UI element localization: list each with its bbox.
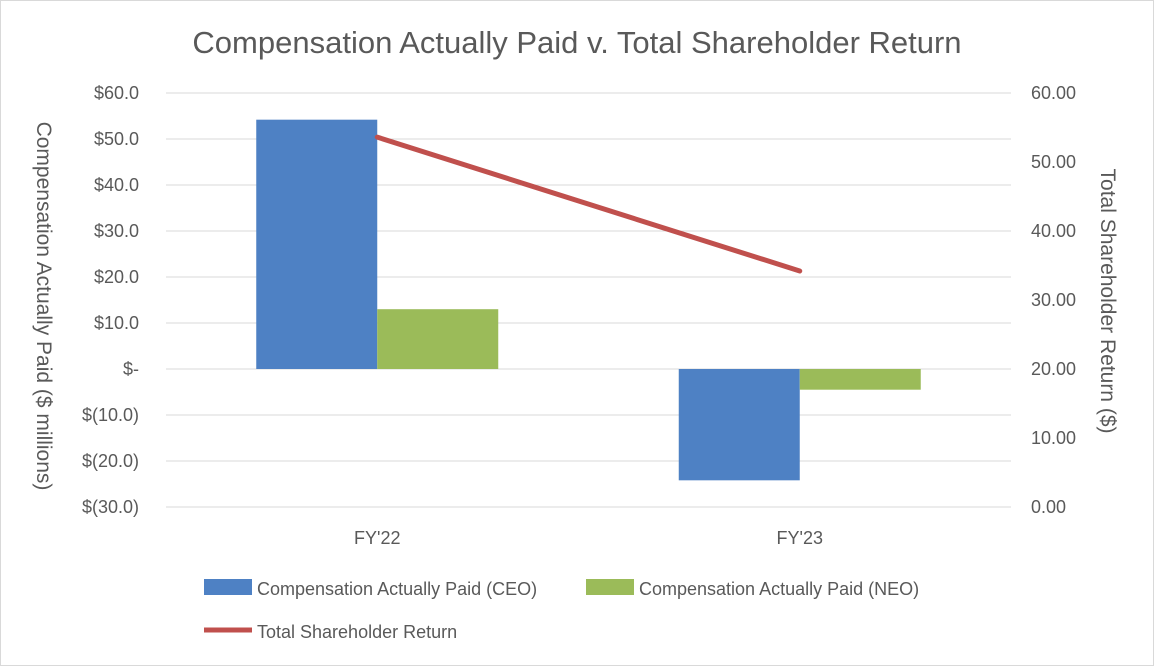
chart-title: Compensation Actually Paid v. Total Shar…: [192, 25, 961, 60]
bar-neo-1: [377, 309, 499, 369]
left-tick-label: $30.0: [94, 221, 139, 241]
bar-neo-2: [799, 369, 921, 390]
left-tick-label: $-: [123, 359, 139, 379]
legend-swatch-ceo: [204, 579, 252, 595]
left-tick-label: $(10.0): [82, 405, 139, 425]
legend: Compensation Actually Paid (CEO) Compens…: [204, 579, 919, 642]
bar-group: [256, 119, 921, 481]
left-tick-label: $20.0: [94, 267, 139, 287]
right-tick-label: 30.00: [1031, 290, 1076, 310]
left-tick-label: $(30.0): [82, 497, 139, 517]
left-tick-label: $10.0: [94, 313, 139, 333]
right-tick-label: 40.00: [1031, 221, 1076, 241]
right-tick-label: 20.00: [1031, 359, 1076, 379]
category-labels: FY'22 FY'23: [354, 528, 823, 548]
legend-label-tsr: Total Shareholder Return: [257, 622, 457, 642]
line-group: [374, 134, 803, 274]
left-tick-label: $50.0: [94, 129, 139, 149]
left-axis-title: Compensation Actually Paid ($ millions): [32, 122, 55, 491]
right-axis-title: Total Shareholder Return ($): [1096, 169, 1119, 434]
legend-swatch-neo: [586, 579, 634, 595]
right-tick-label: 0.00: [1031, 497, 1066, 517]
bar-ceo-2: [678, 369, 800, 481]
left-tick-label: $(20.0): [82, 451, 139, 471]
tsr-line: [374, 134, 803, 274]
bar-ceo-1: [256, 119, 378, 370]
right-axis-ticks: 60.00 50.00 40.00 30.00 20.00 10.00 0.00: [1031, 83, 1076, 517]
right-tick-label: 60.00: [1031, 83, 1076, 103]
legend-label-ceo: Compensation Actually Paid (CEO): [257, 579, 537, 599]
left-tick-label: $60.0: [94, 83, 139, 103]
left-axis-ticks: $60.0 $50.0 $40.0 $30.0 $20.0 $10.0 $- $(10.0) $…: [82, 83, 139, 517]
legend-label-neo: Compensation Actually Paid (NEO): [639, 579, 919, 599]
left-tick-label: $40.0: [94, 175, 139, 195]
right-tick-label: 50.00: [1031, 152, 1076, 172]
category-label: FY'23: [777, 528, 823, 548]
right-tick-label: 10.00: [1031, 428, 1076, 448]
category-label: FY'22: [354, 528, 400, 548]
